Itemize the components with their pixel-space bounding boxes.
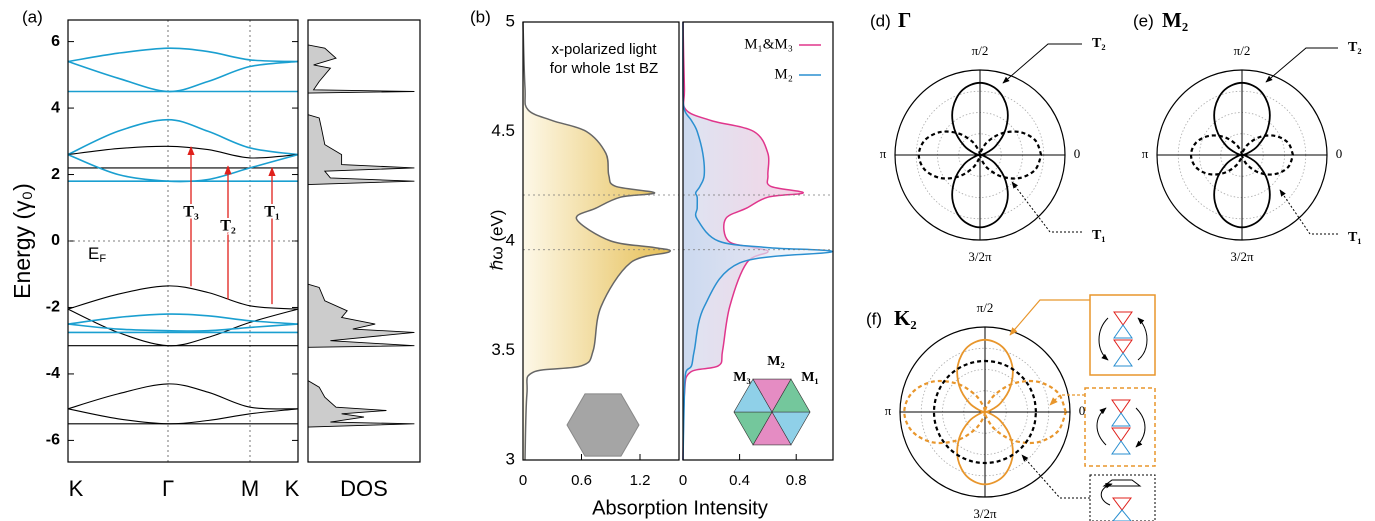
angle-tick-label: π [880,146,887,161]
legend-label: M₁&M₃ [744,36,793,52]
panel-label: (d) [870,11,891,30]
band [68,409,298,424]
transition-label: T₂ [220,218,236,235]
bz-label: M₃ [733,370,750,385]
x-tick-label: M [241,476,259,501]
band [68,324,298,331]
x-tick-label: 0 [519,472,527,489]
angle-tick-label: 0 [1079,403,1086,418]
band [68,120,298,155]
band [68,314,298,324]
x-tick-label: 0.6 [571,472,592,489]
transition-label: T₂ [1092,36,1106,51]
y-tick-label: -6 [46,432,60,449]
band [68,48,298,61]
angle-tick-label: π/2 [972,43,989,58]
y-tick-label: 0 [51,232,60,249]
band [68,62,298,92]
transition-label: T₁ [1092,228,1106,243]
figure: (a) Energy (γ₀) -6 -4 -2 0 2 4 6 K Γ M K EF T₃ T₂ T₁ DOS (… [0,0,1375,521]
annotation: for whole 1st BZ [550,60,658,77]
callout-arrow [1010,300,1090,335]
y-tick-label: 4 [506,230,515,249]
y-tick-label: 4 [51,99,60,116]
band [68,286,298,309]
x-axis-title: Absorption Intensity [592,497,768,519]
dos-area [308,20,414,462]
panel-title: M₂ [1162,8,1188,32]
panel-label: (a) [22,7,43,26]
callout-arrow [1280,190,1338,234]
angle-tick-label: 3/2π [968,249,992,264]
legend-label: M₂ [774,66,793,82]
panel-title: K₂ [894,306,917,330]
angle-tick-label: 3/2π [1230,249,1254,264]
bz-label: M₂ [767,354,784,369]
x-tick-label: 0.4 [729,472,750,489]
panel-label: (b) [470,7,491,26]
x-tick-label: K [285,476,300,501]
transition-label: T₂ [1348,40,1362,55]
angle-tick-label: π/2 [977,300,994,315]
brillouin-zone [567,394,639,456]
y-tick-label: 3.5 [491,340,515,359]
plot-frame [308,20,420,462]
y-axis-title: Energy (γ₀) [9,183,35,299]
angle-tick-label: π [885,403,892,418]
fermi-label-part: E [88,244,99,263]
annotation: x-polarized light [551,41,657,58]
x-tick-label: Γ [162,476,174,501]
y-tick-label: 5 [506,11,515,30]
x-tick-label: 0 [679,472,687,489]
angle-tick-label: 0 [1336,146,1343,161]
angle-tick-label: 3/2π [973,506,997,521]
cones [1097,312,1147,521]
x-tick-label: 0.8 [786,472,807,489]
angle-tick-label: π/2 [1234,43,1251,58]
transition-label: T₁ [264,204,280,221]
callout-arrow [1022,455,1090,498]
y-tick-label: -2 [46,299,60,316]
y-axis-title: ℏω (eV) [487,210,506,271]
fermi-label-part: F [99,253,106,265]
panel-label: (e) [1133,11,1154,30]
y-tick-label: 3 [506,449,515,468]
panel-title: Γ [898,8,911,32]
inset-boxes [1085,295,1155,521]
transition-label: T₁ [1348,230,1362,245]
transition-label: T₃ [183,204,199,221]
y-tick-label: -4 [46,365,60,382]
angle-tick-label: π [1142,146,1149,161]
x-tick-label: 1.2 [630,472,651,489]
angle-tick-label: 0 [1074,146,1081,161]
y-tick-label: 6 [51,33,60,50]
x-tick-label: K [69,476,84,501]
bz-label: M₁ [801,370,818,385]
panel-label: (f) [866,309,882,328]
x-axis-title: DOS [340,476,388,501]
y-tick-label: 2 [51,166,60,183]
band [68,146,298,158]
fermi-label: EF [88,244,106,264]
y-tick-label: 4.5 [491,121,515,140]
band [68,384,298,409]
